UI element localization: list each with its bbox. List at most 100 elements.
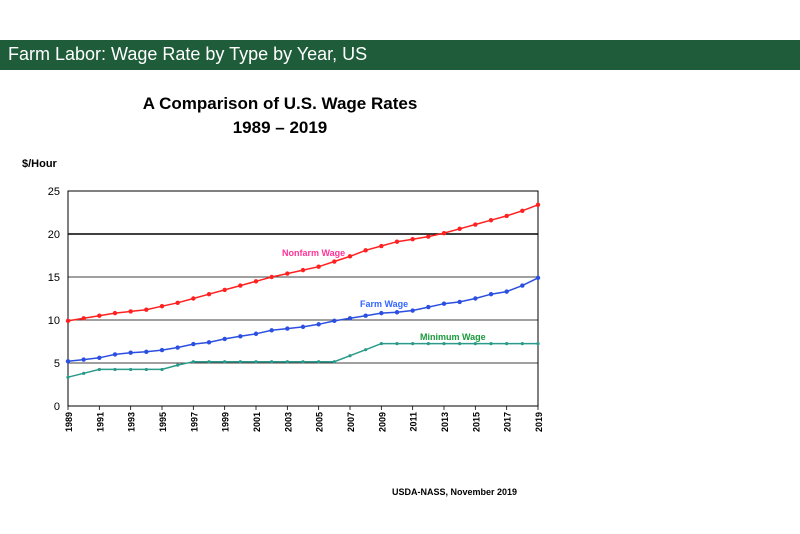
x-tick-label-1995: 1995 (158, 412, 168, 432)
y-tick-label-20: 20 (48, 229, 60, 241)
data-point-nonfarm-wage-2003 (285, 271, 290, 276)
data-point-nonfarm-wage-2000 (238, 283, 243, 288)
data-point-nonfarm-wage-2016 (488, 218, 494, 223)
y-tick-label-10: 10 (48, 315, 60, 327)
data-point-minimum-wage-2005 (317, 360, 321, 364)
data-point-minimum-wage-2010 (395, 342, 399, 346)
data-point-farm-wage-1996 (175, 345, 180, 350)
x-tick-label-2007: 2007 (346, 412, 356, 432)
data-point-minimum-wage-1993 (129, 367, 133, 372)
data-point-nonfarm-wage-1992 (112, 310, 118, 316)
data-point-nonfarm-wage-2015 (473, 222, 478, 227)
data-point-minimum-wage-2009 (379, 342, 383, 346)
data-point-nonfarm-wage-1994 (144, 307, 149, 312)
data-point-nonfarm-wage-1998 (206, 292, 212, 297)
data-point-minimum-wage-2017 (505, 342, 509, 346)
data-point-farm-wage-1992 (112, 352, 118, 357)
x-tick-label-1991: 1991 (95, 412, 105, 432)
data-point-nonfarm-wage-2019 (535, 202, 541, 207)
data-point-minimum-wage-2019 (536, 342, 540, 346)
data-point-farm-wage-2004 (300, 324, 306, 330)
y-tick-label-15: 15 (48, 272, 60, 284)
data-point-minimum-wage-1999 (223, 360, 227, 364)
data-point-farm-wage-2015 (473, 296, 478, 301)
data-point-minimum-wage-2000 (238, 360, 242, 364)
data-point-minimum-wage-2015 (473, 342, 477, 346)
data-point-minimum-wage-2011 (411, 342, 415, 346)
data-point-minimum-wage-2014 (458, 342, 462, 346)
data-point-nonfarm-wage-2005 (316, 264, 321, 269)
data-point-minimum-wage-2018 (520, 342, 524, 346)
data-point-minimum-wage-2004 (301, 360, 305, 364)
data-point-farm-wage-2014 (457, 299, 462, 305)
y-tick-label-5: 5 (54, 358, 60, 370)
data-point-farm-wage-1998 (206, 340, 212, 345)
series-label-farm-wage: Farm Wage (360, 299, 408, 309)
data-point-farm-wage-2002 (269, 328, 274, 333)
x-tick-label-2003: 2003 (283, 412, 293, 432)
data-point-minimum-wage-2016 (489, 342, 493, 346)
data-point-minimum-wage-2001 (254, 360, 258, 364)
data-point-nonfarm-wage-1993 (128, 309, 133, 314)
data-point-nonfarm-wage-2009 (379, 243, 384, 249)
y-axis-unit-label: $/Hour (22, 158, 57, 170)
data-point-farm-wage-2010 (394, 310, 400, 315)
x-tick-label-1999: 1999 (221, 412, 231, 432)
x-tick-label-2019: 2019 (534, 412, 544, 432)
data-point-farm-wage-2003 (285, 326, 290, 331)
data-point-nonfarm-wage-2007 (347, 254, 353, 259)
data-point-nonfarm-wage-1996 (175, 300, 180, 305)
data-point-minimum-wage-1990 (82, 371, 86, 375)
data-point-nonfarm-wage-2006 (332, 259, 337, 264)
data-point-nonfarm-wage-2010 (394, 239, 400, 244)
x-tick-label-2009: 2009 (377, 412, 387, 432)
data-point-nonfarm-wage-1991 (97, 313, 102, 318)
data-point-farm-wage-1994 (144, 349, 149, 355)
x-tick-label-2013: 2013 (440, 412, 450, 432)
data-point-nonfarm-wage-2012 (426, 234, 431, 239)
data-point-nonfarm-wage-1997 (191, 296, 196, 301)
data-point-minimum-wage-1992 (113, 367, 117, 372)
data-point-farm-wage-2013 (441, 301, 447, 306)
data-point-nonfarm-wage-1989 (65, 318, 71, 324)
data-point-minimum-wage-2006 (332, 360, 336, 364)
x-tick-label-2005: 2005 (315, 412, 325, 432)
data-point-farm-wage-1999 (222, 336, 227, 342)
x-tick-label-2011: 2011 (409, 412, 419, 432)
data-point-minimum-wage-1991 (97, 367, 101, 372)
y-tick-label-0: 0 (54, 401, 60, 413)
data-point-farm-wage-2009 (379, 310, 384, 316)
data-point-farm-wage-2017 (504, 289, 509, 294)
data-point-nonfarm-wage-2008 (363, 248, 368, 253)
data-point-farm-wage-2005 (316, 322, 321, 327)
data-point-farm-wage-2007 (347, 316, 353, 321)
data-point-farm-wage-1989 (65, 359, 71, 364)
series-line-farm-wage (67, 277, 539, 363)
x-tick-label-2001: 2001 (252, 412, 262, 432)
data-point-minimum-wage-1994 (144, 367, 148, 372)
banner-title: Farm Labor: Wage Rate by Type by Year, U… (8, 44, 368, 64)
data-point-minimum-wage-2012 (426, 342, 430, 346)
data-point-nonfarm-wage-2002 (269, 274, 274, 280)
chart-subtitle: 1989 – 2019 (232, 118, 328, 137)
data-point-minimum-wage-1989 (66, 375, 70, 379)
data-point-minimum-wage-1996 (176, 363, 180, 367)
data-point-nonfarm-wage-2001 (253, 279, 259, 284)
data-point-farm-wage-2001 (253, 331, 259, 336)
x-tick-label-1993: 1993 (127, 412, 137, 432)
series-line-nonfarm-wage (67, 204, 539, 322)
data-point-farm-wage-1995 (159, 347, 165, 353)
chart-title: A Comparison of U.S. Wage Rates (142, 94, 418, 113)
data-point-farm-wage-2018 (520, 283, 525, 288)
data-point-nonfarm-wage-2017 (504, 213, 509, 219)
source-note: USDA-NASS, November 2019 (392, 487, 518, 497)
data-point-minimum-wage-2013 (442, 342, 446, 346)
series-label-nonfarm-wage: Nonfarm Wage (282, 248, 345, 258)
data-point-minimum-wage-2008 (364, 348, 368, 352)
data-point-nonfarm-wage-2013 (441, 230, 447, 236)
data-point-nonfarm-wage-1999 (222, 287, 227, 293)
data-point-farm-wage-2008 (363, 313, 368, 318)
y-tick-label-25: 25 (48, 186, 60, 198)
data-point-farm-wage-1990 (81, 357, 86, 362)
